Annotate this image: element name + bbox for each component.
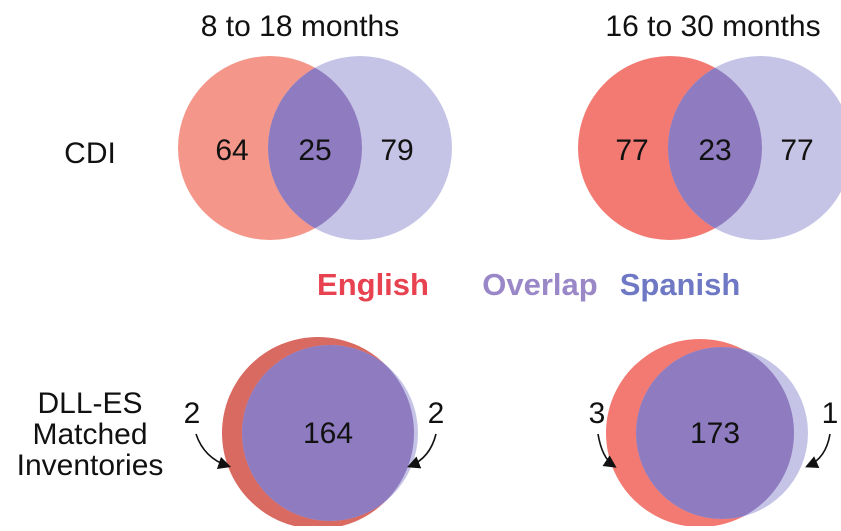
column-title: 8 to 18 months	[201, 10, 399, 43]
english-count: 77	[615, 134, 648, 167]
legend-spanish: Spanish	[620, 267, 741, 302]
overlap-region	[242, 345, 414, 521]
row-label: DLL-ES	[37, 387, 142, 420]
overlap-region	[268, 56, 362, 240]
spanish-count: 77	[780, 134, 813, 167]
overlap-count: 173	[690, 417, 740, 450]
overlap-count: 23	[698, 134, 731, 167]
overlap-region	[668, 56, 762, 240]
english-count: 3	[589, 397, 606, 430]
arrow	[805, 433, 831, 468]
row-label: Matched	[32, 418, 147, 451]
spanish-count: 1	[822, 397, 839, 430]
english-count: 2	[184, 397, 201, 430]
arrow	[195, 433, 232, 470]
arrow	[407, 433, 437, 469]
spanish-count: 2	[428, 397, 445, 430]
overlap-count: 164	[303, 417, 353, 450]
row-label: CDI	[64, 137, 116, 170]
arrow	[597, 433, 617, 468]
spanish-count: 79	[380, 134, 413, 167]
legend-overlap: Overlap	[482, 267, 597, 302]
overlap-count: 25	[298, 134, 331, 167]
overlap-region	[636, 347, 794, 519]
row-label: Inventories	[17, 449, 164, 482]
column-title: 16 to 30 months	[605, 10, 820, 43]
english-count: 64	[215, 134, 248, 167]
legend-english: English	[317, 267, 429, 302]
